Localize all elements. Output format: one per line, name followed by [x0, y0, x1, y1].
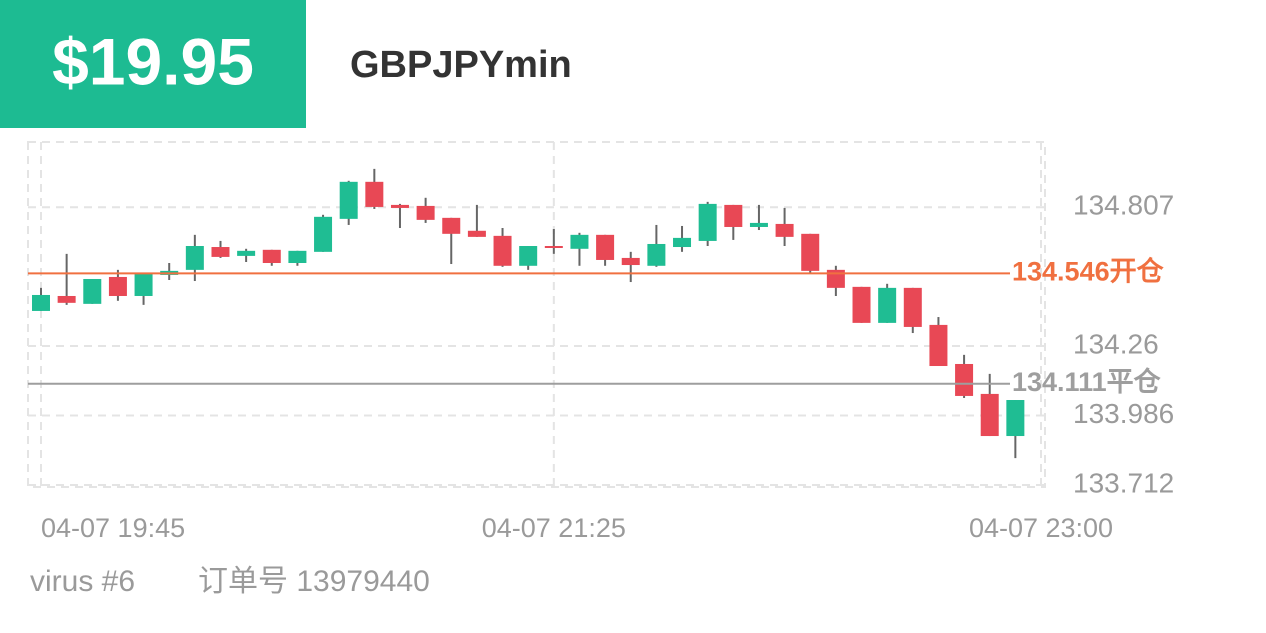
- candle-body: [955, 363, 974, 396]
- candle-body: [493, 235, 512, 266]
- candle-body: [570, 234, 589, 249]
- candle-body: [262, 249, 281, 264]
- y-tick-label: 133.712: [1073, 467, 1174, 498]
- candle-body: [416, 205, 435, 220]
- profit: $19.95: [52, 24, 254, 98]
- account: virus #6: [30, 565, 135, 598]
- candle-body: [647, 243, 666, 266]
- candle-body: [134, 273, 153, 296]
- candle-body: [929, 324, 948, 367]
- open-line-label: 134.546开仓: [1012, 257, 1165, 287]
- candle-body: [467, 230, 486, 237]
- profit-badge: [0, 0, 306, 128]
- candle-body: [596, 234, 615, 260]
- candle-body: [878, 287, 897, 323]
- candle-body: [211, 247, 230, 257]
- candle-body: [108, 276, 127, 296]
- candle-body: [801, 233, 820, 271]
- candle-body: [775, 223, 794, 237]
- candle-body: [980, 393, 999, 437]
- candle-body: [749, 222, 768, 227]
- candle-body: [57, 295, 76, 303]
- candle-body: [237, 250, 256, 256]
- y-tick-label: 133.986: [1073, 398, 1174, 429]
- x-tick-label: 04-07 23:00: [969, 513, 1113, 543]
- x-tick-label: 04-07 21:25: [482, 513, 626, 543]
- candle-body: [185, 246, 204, 270]
- plot-frame: [27, 141, 1046, 488]
- candle-body: [544, 246, 563, 249]
- candle-body: [32, 294, 50, 311]
- candle-body: [339, 181, 358, 219]
- candle-body: [673, 237, 692, 248]
- candle-body: [83, 278, 102, 304]
- candle-body: [288, 250, 307, 264]
- candle-body: [724, 204, 743, 227]
- close-line-label: 134.111平仓: [1012, 367, 1162, 397]
- candle-body: [852, 286, 871, 323]
- y-tick-label: 134.807: [1073, 190, 1174, 221]
- candle-body: [519, 246, 538, 266]
- order-number: 订单号 13979440: [198, 565, 430, 598]
- y-tick-label: 134.26: [1073, 328, 1159, 359]
- candle-body: [698, 203, 717, 241]
- candle-body: [1006, 400, 1025, 437]
- x-tick-label: 04-07 19:45: [41, 513, 185, 543]
- candle-body: [442, 217, 461, 234]
- candle-body: [365, 181, 384, 207]
- symbol: GBPJPYmin: [350, 44, 572, 86]
- candle-body: [314, 216, 333, 252]
- candle-body: [621, 257, 640, 266]
- candle-body: [390, 204, 409, 208]
- candle-body: [903, 287, 922, 327]
